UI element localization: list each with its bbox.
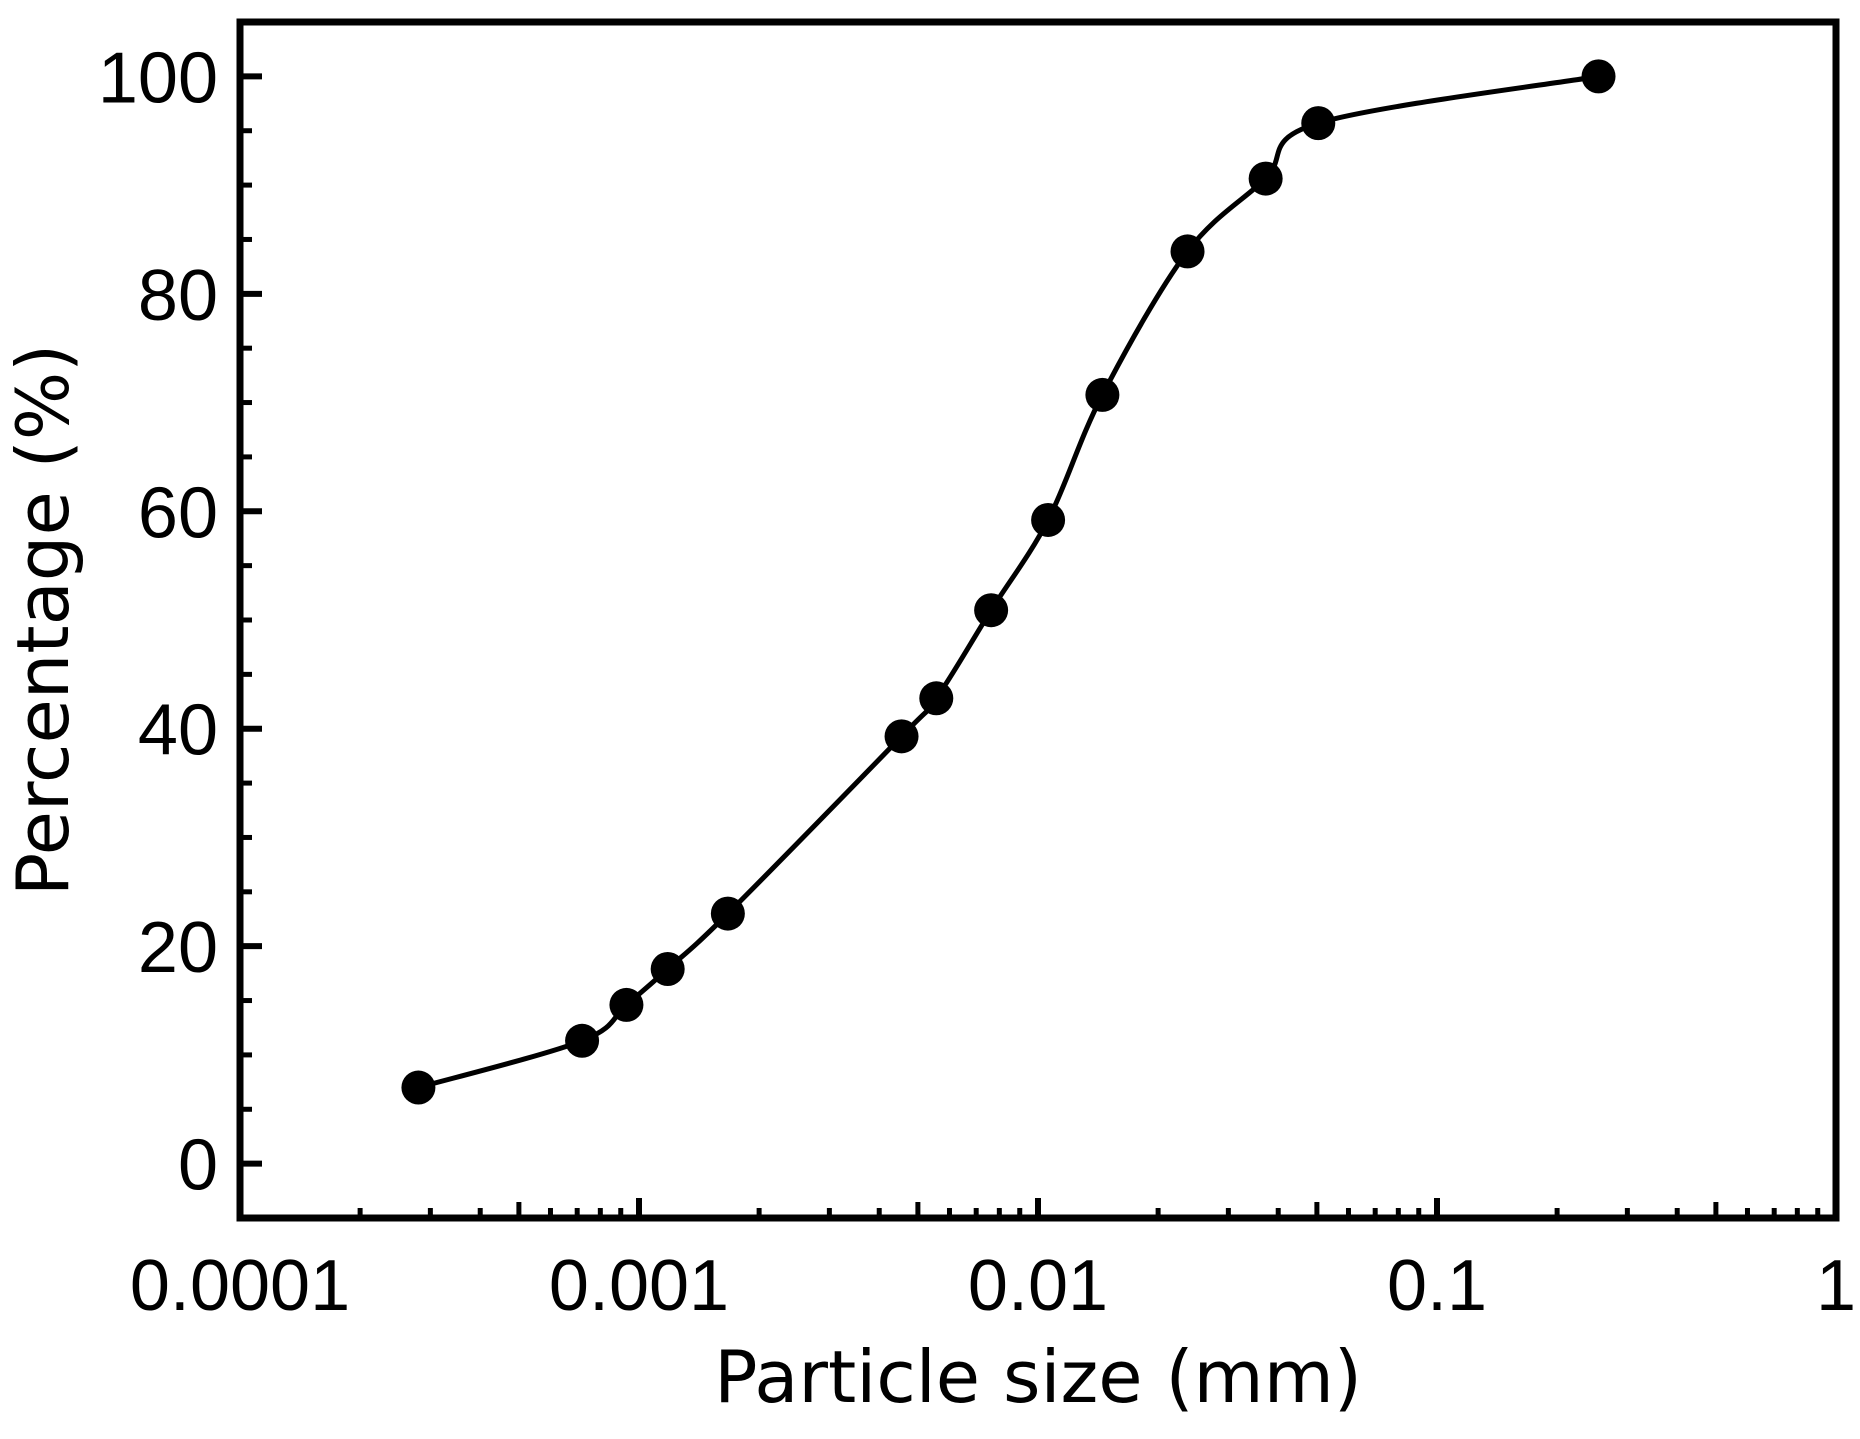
- y-axis-title: Percentage (%): [1, 344, 85, 897]
- y-tick-label: 40: [138, 691, 218, 771]
- data-point: [1170, 234, 1205, 269]
- x-tick-label: 0.01: [968, 1246, 1108, 1326]
- x-axis-title: Particle size (mm): [714, 1335, 1362, 1419]
- data-point: [565, 1023, 600, 1058]
- x-ticks: 0.0001 0.001 0.01 0.1 1: [130, 1198, 1856, 1326]
- data-point: [919, 681, 954, 716]
- y-tick-label: 20: [138, 908, 218, 988]
- data-point: [650, 952, 685, 987]
- y-tick-label: 60: [138, 473, 218, 553]
- data-point: [1031, 502, 1066, 537]
- data-point: [401, 1070, 436, 1105]
- data-point: [1581, 59, 1616, 94]
- y-ticks: 0 20 40 60 80 100: [98, 38, 262, 1206]
- data-point: [1248, 161, 1283, 196]
- data-point: [884, 719, 919, 754]
- x-tick-label: 1: [1816, 1246, 1856, 1326]
- plot-frame: [236, 18, 1840, 1222]
- y-tick-label: 0: [178, 1126, 218, 1206]
- y-tick-label: 80: [138, 256, 218, 336]
- data-point: [1085, 377, 1120, 412]
- series-line: [417, 73, 1599, 1090]
- x-tick-label: 0.1: [1387, 1246, 1487, 1326]
- series-points: [401, 59, 1616, 1105]
- data-point: [609, 987, 644, 1022]
- x-tick-label: 0.0001: [130, 1246, 350, 1326]
- x-tick-label: 0.001: [549, 1246, 729, 1326]
- series-curve: [417, 73, 1599, 1090]
- data-point: [1301, 106, 1336, 141]
- axes: [236, 18, 1840, 1222]
- data-point: [974, 593, 1009, 628]
- data-point: [710, 896, 745, 931]
- y-tick-label: 100: [98, 38, 218, 118]
